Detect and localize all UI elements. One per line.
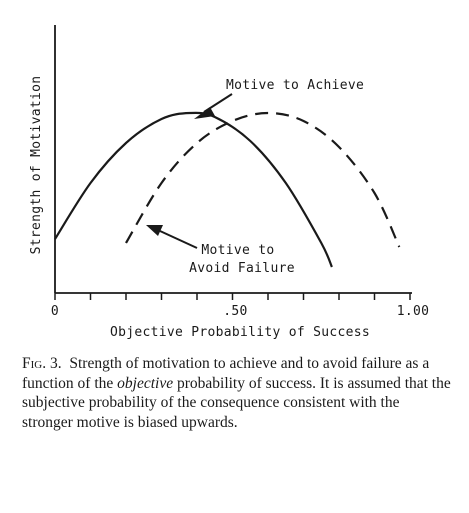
- annotation-label-avoid-line2: Avoid Failure: [189, 261, 295, 276]
- x-tick-label: .50: [223, 304, 247, 319]
- caption-text-part1: Strength of motivation to achieve and to…: [22, 355, 430, 392]
- annotation-label-avoid-line1: Motive to: [201, 243, 274, 258]
- x-tick-label: 0: [51, 304, 59, 319]
- x-axis-tick-labels: 0 .50 1.00: [51, 304, 429, 319]
- y-axis-label: Strength of Motivation: [29, 76, 44, 255]
- caption-text-part2: probability of success. It is assumed th…: [22, 374, 451, 431]
- arrowhead-icon: [194, 107, 215, 119]
- arrowhead-icon: [146, 225, 163, 236]
- chart-axes: [54, 25, 412, 294]
- annotation-label-achieve: Motive to Achieve: [226, 78, 364, 93]
- caption-figure-label: Fig. 3.: [22, 355, 62, 372]
- series-line-motive-to-achieve: [54, 111, 333, 268]
- annotation-motive-to-avoid-failure: Motive to Avoid Failure: [146, 225, 295, 276]
- x-axis-ticks: [54, 293, 411, 300]
- motivation-chart: 0 .50 1.00 Strength of Motivation Objectiv…: [29, 25, 429, 340]
- series-line-motive-to-avoid-failure: [125, 111, 401, 248]
- annotation-arrow-shaft: [159, 230, 198, 249]
- annotation-motive-to-achieve: Motive to Achieve: [194, 78, 364, 119]
- caption-emphasis: objective: [117, 374, 174, 392]
- x-axis-label: Objective Probability of Success: [110, 325, 370, 340]
- figure-caption: Fig. 3. Strength of motivation to achiev…: [22, 354, 454, 432]
- x-tick-label: 1.00: [397, 304, 430, 319]
